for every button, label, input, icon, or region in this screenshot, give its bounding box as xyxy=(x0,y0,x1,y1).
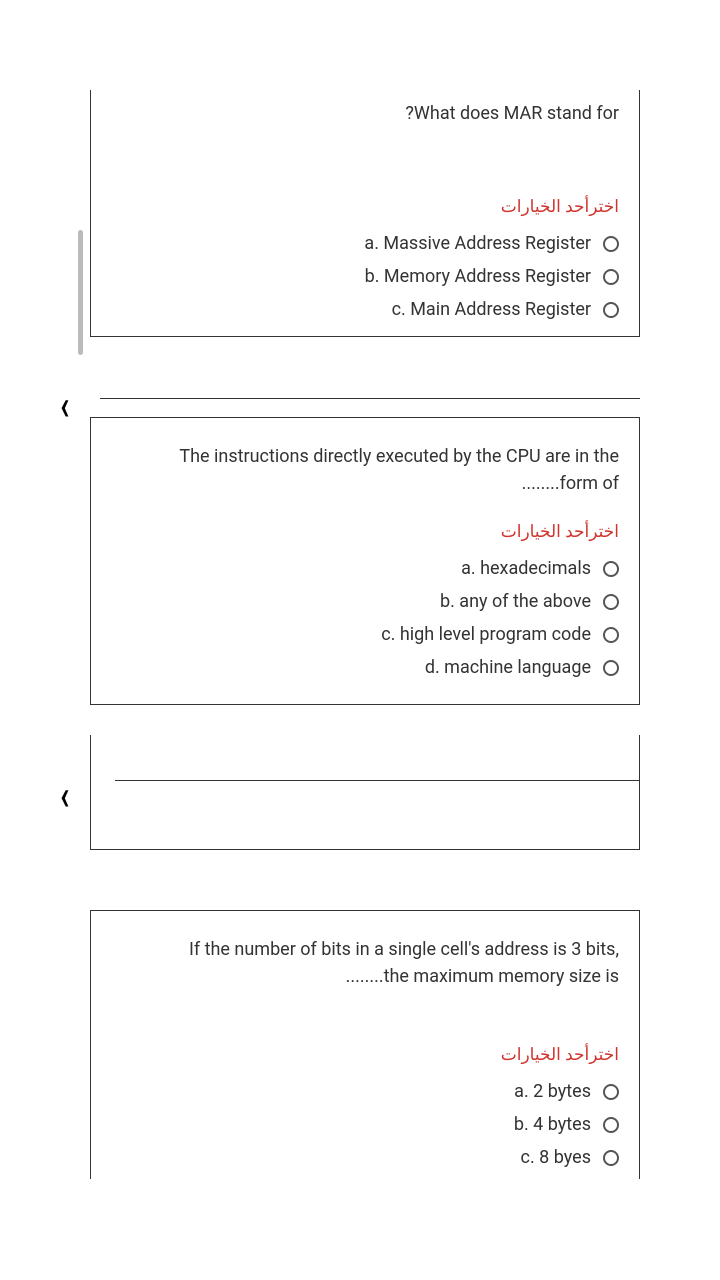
divider xyxy=(100,398,640,399)
chevron-left-icon: ‹ xyxy=(60,381,69,430)
radio-icon[interactable] xyxy=(603,594,619,610)
option-label: b. any of the above xyxy=(440,591,591,612)
option-label: a. 2 bytes xyxy=(514,1081,591,1102)
option-row[interactable]: b. any of the above xyxy=(111,585,619,618)
options-header: اخترأحد الخيارات xyxy=(111,522,619,542)
question-text: ?What does MAR stand for xyxy=(111,100,619,127)
back-button[interactable]: ‹ xyxy=(60,778,69,813)
question-text-line2: ........form of xyxy=(111,470,619,497)
option-label: b. 4 bytes xyxy=(514,1114,591,1135)
radio-icon[interactable] xyxy=(603,302,619,318)
radio-icon[interactable] xyxy=(603,236,619,252)
question-card-2: The instructions directly executed by th… xyxy=(90,417,640,705)
option-label: c. Main Address Register xyxy=(392,299,591,320)
radio-icon[interactable] xyxy=(603,1150,619,1166)
option-row[interactable]: a. 2 bytes xyxy=(111,1075,619,1108)
question-text: If the number of bits in a single cell's… xyxy=(111,936,619,963)
options-header: اخترأحد الخيارات xyxy=(111,1045,619,1065)
option-row[interactable]: a. Massive Address Register xyxy=(111,227,619,260)
option-row[interactable]: d. machine language xyxy=(111,651,619,684)
option-label: c. high level program code xyxy=(381,624,591,645)
divider xyxy=(115,780,640,781)
option-row[interactable]: c. high level program code xyxy=(111,618,619,651)
question-card-1: ?What does MAR stand for اخترأحد الخيارا… xyxy=(90,90,640,337)
radio-icon[interactable] xyxy=(603,1117,619,1133)
radio-icon[interactable] xyxy=(603,561,619,577)
chevron-left-icon: ‹ xyxy=(60,771,69,820)
option-row[interactable]: b. 4 bytes xyxy=(111,1108,619,1141)
back-button[interactable]: ‹ xyxy=(60,388,69,423)
question-card-fragment xyxy=(90,735,640,850)
option-row[interactable]: c. Main Address Register xyxy=(111,293,619,326)
option-label: b. Memory Address Register xyxy=(365,266,591,287)
radio-icon[interactable] xyxy=(603,269,619,285)
question-text-line2: ........the maximum memory size is xyxy=(111,963,619,990)
question-text: The instructions directly executed by th… xyxy=(111,443,619,470)
option-label: a. Massive Address Register xyxy=(364,233,591,254)
options-header: اخترأحد الخيارات xyxy=(111,197,619,217)
radio-icon[interactable] xyxy=(603,1084,619,1100)
option-row[interactable]: c. 8 byes xyxy=(111,1141,619,1174)
option-row[interactable]: a. hexadecimals xyxy=(111,552,619,585)
scrollbar-indicator[interactable] xyxy=(78,230,83,355)
question-card-3: If the number of bits in a single cell's… xyxy=(90,910,640,1179)
option-label: a. hexadecimals xyxy=(461,558,591,579)
radio-icon[interactable] xyxy=(603,627,619,643)
radio-icon[interactable] xyxy=(603,660,619,676)
option-row[interactable]: b. Memory Address Register xyxy=(111,260,619,293)
option-label: c. 8 byes xyxy=(521,1147,591,1168)
option-label: d. machine language xyxy=(425,657,591,678)
